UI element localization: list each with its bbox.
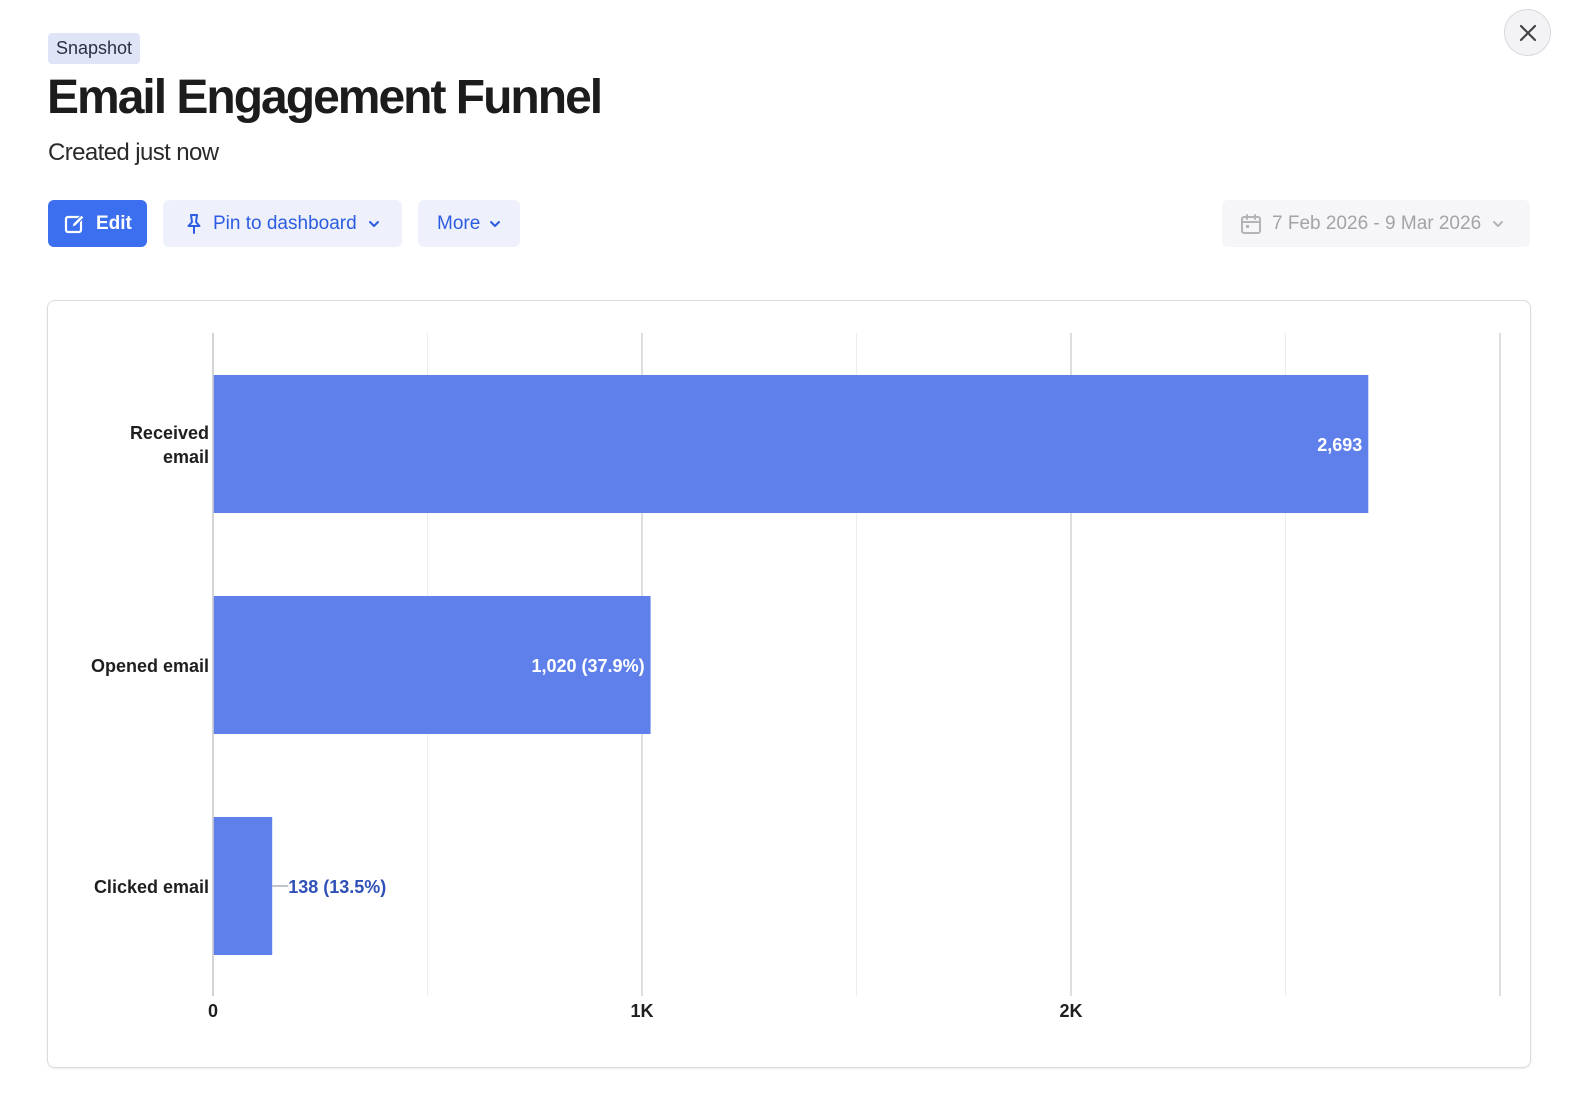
pin-icon (187, 213, 201, 234)
pin-to-dashboard-button[interactable]: Pin to dashboard (163, 200, 402, 247)
chevron-down-icon (1493, 220, 1504, 227)
close-button[interactable] (1504, 9, 1551, 56)
bar-1[interactable] (213, 375, 1369, 513)
bar-2[interactable] (213, 596, 651, 734)
data-label: 1,020 (37.9%) (532, 656, 645, 676)
category-label: Opened email (91, 656, 209, 676)
edit-icon (64, 213, 85, 233)
snapshot-badge: Snapshot (48, 33, 141, 64)
pin-button-label: Pin to dashboard (213, 212, 357, 234)
funnel-bar-chart: Received email 2,693 Opened email 1,020 (37.… (91, 333, 1501, 1021)
date-range-label: 7 Feb 2026 - 9 Mar 2026 (1272, 212, 1482, 234)
data-label: 2,693 (1317, 435, 1362, 455)
category-label: Clicked email (94, 877, 209, 897)
chevron-down-icon (490, 220, 501, 227)
edit-button[interactable]: Edit (48, 200, 147, 247)
more-button[interactable]: More (418, 200, 520, 247)
category-label: Received email (130, 423, 209, 467)
x-tick-label: 1K (630, 1001, 653, 1021)
data-label: 138 (13.5%) (288, 877, 386, 897)
edit-button-label: Edit (96, 212, 132, 234)
bar-3[interactable] (213, 817, 273, 955)
x-tick-label: 0 (208, 1001, 218, 1021)
more-button-label: More (437, 212, 481, 234)
created-subtitle: Created just now (48, 139, 219, 166)
page-title: Email Engagement Funnel (47, 71, 603, 124)
chevron-down-icon (368, 220, 379, 227)
calendar-icon (1241, 213, 1261, 234)
x-tick-label: 2K (1059, 1001, 1082, 1021)
date-range-picker[interactable]: 7 Feb 2026 - 9 Mar 2026 (1222, 200, 1530, 247)
close-icon (1519, 24, 1536, 41)
funnel-chart-card: Received email 2,693 Opened email 1,020 (37.… (47, 300, 1531, 1068)
